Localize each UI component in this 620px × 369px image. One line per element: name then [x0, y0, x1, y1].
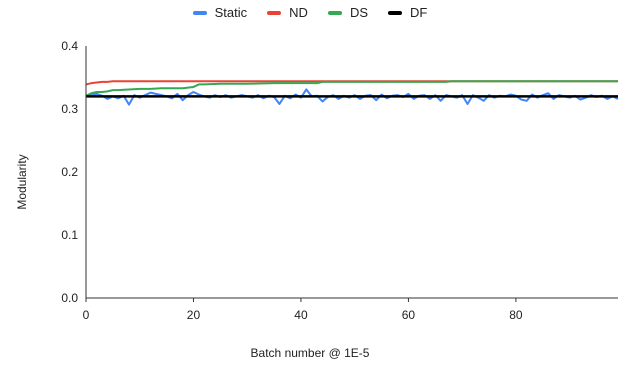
x-axis-title: Batch number @ 1E-5 [250, 346, 370, 360]
y-tick-label: 0.4 [61, 39, 78, 53]
legend: Static ND DS DF [0, 5, 620, 20]
legend-swatch-static [192, 10, 207, 15]
x-tick-label: 60 [402, 308, 416, 322]
y-axis-ticks: 0.0 0.1 0.2 0.3 0.4 [61, 39, 78, 305]
x-tick-label: 0 [83, 308, 90, 322]
legend-label-df: DF [410, 5, 428, 20]
legend-item-ds: DS [327, 5, 368, 20]
x-tick-label: 40 [294, 308, 308, 322]
series-line-ds [85, 80, 618, 97]
x-axis-ticks: 0 20 40 60 80 [83, 298, 523, 322]
y-tick-label: 0.1 [61, 228, 78, 242]
x-tick-label: 80 [509, 308, 523, 322]
y-axis-title: Modularity [15, 154, 29, 210]
legend-label-static: Static [214, 5, 248, 20]
x-tick-label: 20 [187, 308, 201, 322]
legend-item-nd: ND [267, 5, 308, 20]
y-tick-label: 0.0 [61, 291, 78, 305]
series-lines [85, 80, 619, 106]
legend-swatch-nd [267, 10, 282, 15]
legend-swatch-ds [327, 10, 342, 15]
legend-swatch-df [388, 10, 402, 15]
y-tick-label: 0.2 [61, 165, 78, 179]
legend-label-nd: ND [289, 5, 308, 20]
legend-label-ds: DS [349, 5, 368, 20]
legend-item-df: DF [388, 5, 427, 20]
y-tick-label: 0.3 [61, 102, 78, 116]
legend-item-static: Static [192, 5, 248, 20]
